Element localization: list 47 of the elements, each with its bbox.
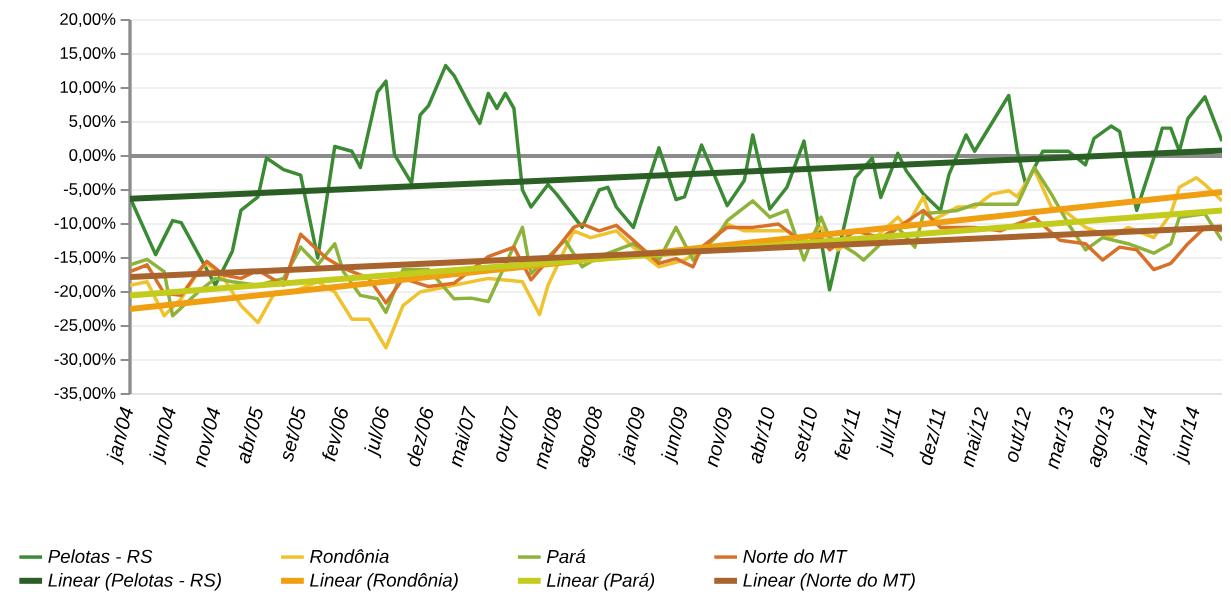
x-tick-label: ago/13 xyxy=(1090,406,1114,468)
legend-label: Linear (Rondônia) xyxy=(310,573,458,591)
x-tick-label: dez/06 xyxy=(407,406,434,467)
y-tick-label: 20,00% xyxy=(60,13,116,27)
y-tick-label: 0,00% xyxy=(69,149,116,163)
legend-label: Pará xyxy=(546,549,586,564)
x-tick-label: nov/09 xyxy=(707,407,732,468)
x-tick-label: jan/04 xyxy=(106,406,133,466)
y-tick-label: 10,00% xyxy=(60,81,116,95)
x-tick-label: ago/08 xyxy=(578,406,602,468)
x-tick-label: fev/11 xyxy=(834,408,861,461)
legend-label: Linear (Pelotas - RS) xyxy=(48,573,221,591)
x-tick-label: abr/05 xyxy=(238,406,263,464)
x-tick-label: abr/10 xyxy=(750,407,775,464)
x-tick-label: mai/12 xyxy=(963,407,989,468)
x-tick-label: jul/11 xyxy=(876,408,902,458)
y-tick-label: -30,00% xyxy=(54,353,116,367)
x-tick-label: mai/07 xyxy=(451,405,476,468)
legend-label: Linear (Norte do MT) xyxy=(743,573,915,591)
legend-label: Pelotas - RS xyxy=(48,549,153,564)
x-tick-label: jun/04 xyxy=(149,406,176,466)
x-tick-label: out/07 xyxy=(496,405,518,462)
y-tick-label: 15,00% xyxy=(60,47,116,61)
y-tick-label: -35,00% xyxy=(54,387,116,401)
x-tick-label: out/12 xyxy=(1008,407,1031,462)
x-tick-label: set/05 xyxy=(283,406,306,462)
x-tick-label: jan/09 xyxy=(618,406,645,466)
x-tick-label: jun/09 xyxy=(661,406,687,466)
x-tick-label: jan/14 xyxy=(1130,406,1157,466)
x-tick-label: mar/08 xyxy=(536,406,562,470)
x-tick-label: dez/11 xyxy=(919,408,946,465)
legend-label: Rondônia xyxy=(310,549,389,564)
y-tick-label: 5,00% xyxy=(69,115,116,129)
x-tick-label: set/10 xyxy=(794,407,817,462)
y-tick-label: -25,00% xyxy=(54,319,116,333)
y-tick-label: -5,00% xyxy=(63,183,116,197)
legend-label: Norte do MT xyxy=(743,549,848,564)
line-series xyxy=(130,63,1223,292)
x-tick-label: jul/06 xyxy=(364,406,389,459)
x-tick-label: jun/14 xyxy=(1172,406,1200,466)
y-tick-label: -10,00% xyxy=(54,217,116,231)
x-tick-label: mar/13 xyxy=(1048,407,1074,470)
x-tick-label: nov/04 xyxy=(195,406,221,468)
x-tick-label: fev/06 xyxy=(322,406,348,462)
y-tick-label: -20,00% xyxy=(54,285,116,299)
legend-label: Linear (Pará) xyxy=(546,572,655,591)
y-tick-label: -15,00% xyxy=(54,251,116,265)
